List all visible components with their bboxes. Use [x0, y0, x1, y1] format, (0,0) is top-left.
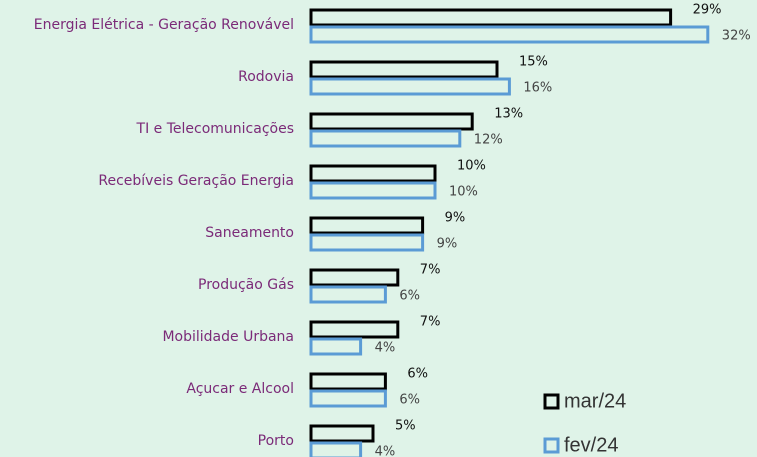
category-label: Saneamento [205, 225, 294, 241]
value-label: 15% [519, 55, 548, 70]
value-label: 16% [523, 81, 552, 96]
bar [309, 112, 474, 131]
bar [309, 372, 387, 391]
bar [309, 441, 363, 457]
bar [309, 337, 363, 356]
value-label: 6% [399, 393, 420, 408]
category-label: Açucar e Alcool [186, 381, 294, 397]
value-label: 4% [375, 445, 396, 457]
bar [309, 285, 387, 304]
bar [309, 60, 499, 79]
value-label: 7% [420, 263, 441, 278]
legend-label: fev/24 [564, 434, 618, 456]
value-label: 29% [693, 3, 722, 18]
value-label: 12% [474, 133, 503, 148]
bar [309, 233, 425, 252]
bar [309, 216, 425, 235]
bar [309, 77, 511, 96]
category-label: Rodovia [238, 69, 294, 85]
value-label: 13% [494, 107, 523, 122]
value-label: 32% [722, 29, 751, 44]
legend-swatch [543, 393, 560, 410]
bar [309, 389, 387, 408]
bar [309, 320, 400, 339]
bar [309, 129, 462, 148]
value-label: 9% [437, 237, 458, 252]
category-label: Mobilidade Urbana [162, 329, 294, 345]
value-label: 6% [407, 367, 428, 382]
legend-swatch [543, 437, 560, 454]
category-label: Porto [258, 433, 294, 449]
category-label: Produção Gás [198, 277, 294, 293]
category-label: Recebíveis Geração Energia [98, 173, 294, 189]
bar [309, 8, 673, 27]
value-label: 4% [375, 341, 396, 356]
value-label: 10% [457, 159, 486, 174]
bar [309, 181, 437, 200]
bar [309, 268, 400, 287]
category-label: TI e Telecomunicações [136, 121, 294, 137]
value-label: 9% [445, 211, 466, 226]
value-label: 7% [420, 315, 441, 330]
value-label: 10% [449, 185, 478, 200]
value-label: 5% [395, 419, 416, 434]
bar [309, 424, 375, 443]
bar [309, 25, 710, 44]
category-label: Energia Elétrica - Geração Renovável [34, 17, 294, 33]
bar [309, 164, 437, 183]
legend-label: mar/24 [564, 390, 626, 412]
value-label: 6% [399, 289, 420, 304]
